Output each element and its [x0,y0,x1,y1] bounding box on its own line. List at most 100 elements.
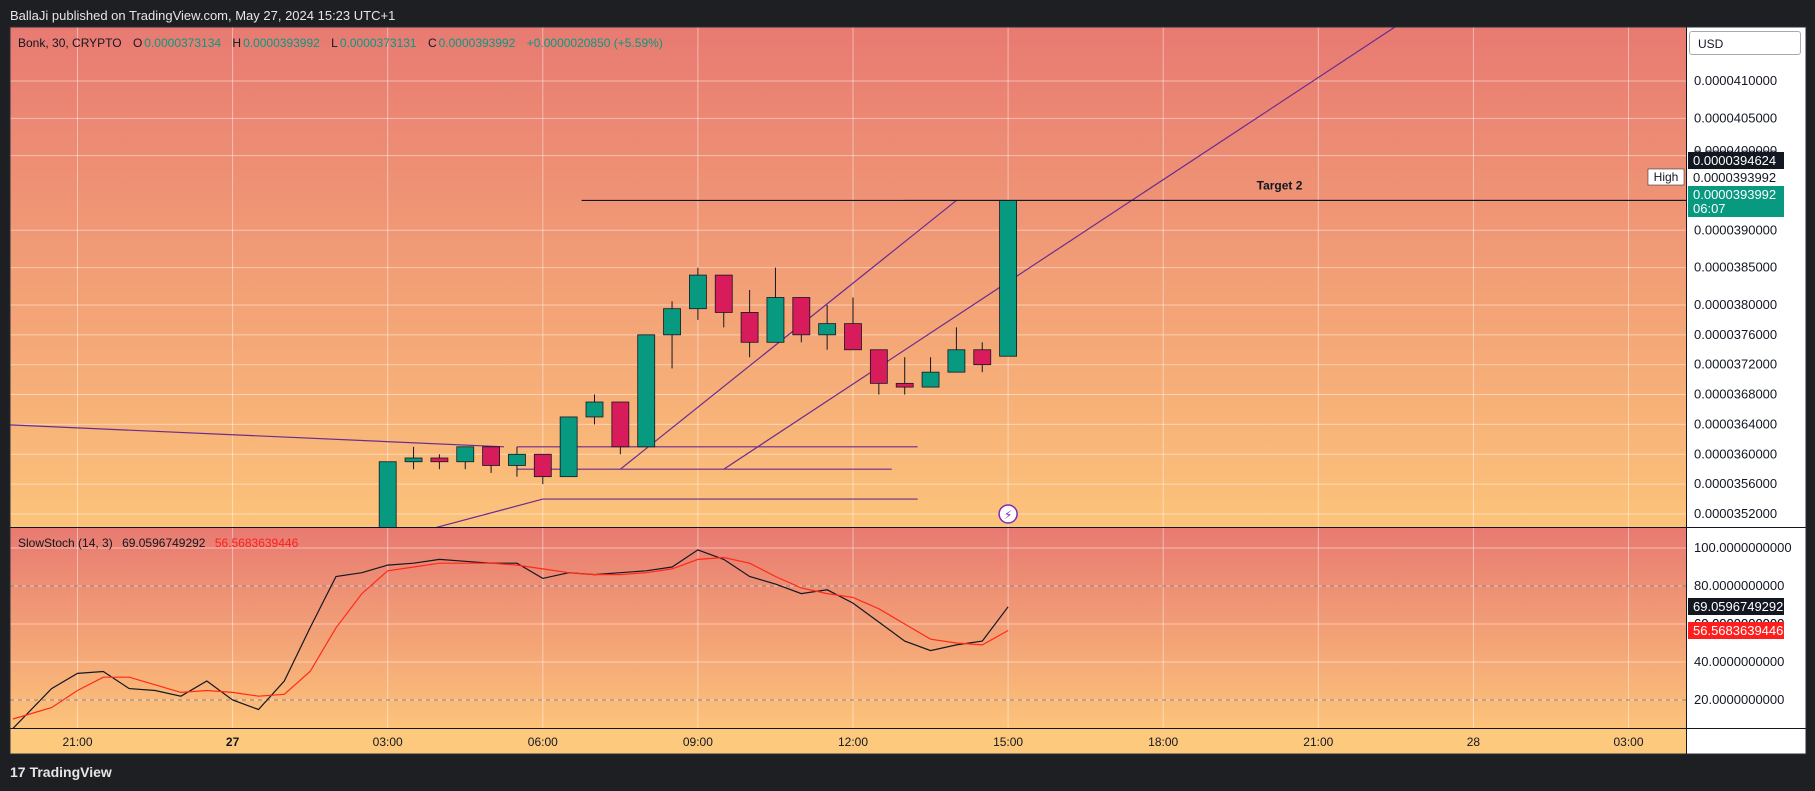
candle[interactable] [689,267,707,320]
candle-body [585,401,604,418]
publish-header: BallaJi published on TradingView.com, Ma… [10,8,396,23]
candle[interactable] [663,301,681,369]
candle[interactable] [818,304,837,350]
tradingview-brand: TradingView [29,764,112,780]
candle[interactable] [482,446,501,473]
high-price-tag-bg [1688,169,1784,186]
currency-selector[interactable]: USD [1689,31,1801,55]
candle[interactable] [585,394,604,425]
time-tick-label: 03:00 [373,735,403,749]
candle[interactable] [378,461,397,544]
candle-body [921,371,940,388]
candle-body [482,446,501,466]
stoch-k-value: 69.0596749292 [122,536,206,550]
stoch-tick-label: 100.0000000000 [1694,540,1792,555]
stoch-tick-label: 80.0000000000 [1694,578,1784,593]
candle-body [430,457,449,463]
target-label[interactable]: Target 2 [1257,178,1303,192]
candle[interactable] [766,267,785,343]
time-tick-label: 18:00 [1148,735,1178,749]
target-price-tag-bg [1688,152,1784,169]
candle-body [611,401,630,448]
high-label: H [232,36,242,50]
bar-countdown: 06:07 [1693,201,1726,216]
trendline-drawing[interactable] [0,424,505,448]
price-tick-label: 0.0000405000 [1694,110,1777,125]
stoch-tick-label: 20.0000000000 [1694,692,1784,707]
candle[interactable] [895,357,914,395]
high-tag-bg [1647,168,1685,186]
candle[interactable] [714,274,733,328]
candle-body [895,382,914,388]
stoch-legend[interactable]: SlowStoch (14, 3) 69.0596749292 56.56836… [18,536,298,550]
candle[interactable] [559,416,578,478]
stoch-d-line[interactable] [12,556,1009,720]
candle[interactable] [947,327,966,373]
candle-body [378,461,397,527]
chart-frame [9,26,1807,755]
stoch-tick-label: 40.0000000000 [1694,654,1784,669]
stoch-k-line[interactable] [12,549,1009,729]
time-tick-label: 09:00 [683,735,713,749]
price-tick-label: 0.0000352000 [1694,506,1777,521]
time-tick-label: 15:00 [993,735,1023,749]
time-tick-label: 28 [1467,735,1481,749]
candle-body [999,200,1017,357]
candle[interactable] [508,446,526,477]
price-tick-label: 0.0000364000 [1694,416,1777,431]
candle-body [818,323,837,336]
open-value: 0.0000373134 [144,36,222,50]
trendline-drawing[interactable] [723,0,1551,470]
last-price-tag: 0.0000393992 [1693,187,1776,202]
time-tick-label: 12:00 [838,735,868,749]
time-tick-label: 27 [226,735,240,749]
candle-body [766,297,785,343]
close-value: 0.0000393992 [438,36,516,50]
candle[interactable] [456,446,475,470]
symbol-name[interactable]: Bonk, 30, CRYPTO [18,36,122,50]
stoch-d-value: 56.5683639446 [214,536,299,550]
candle[interactable] [792,297,811,343]
candle[interactable] [637,334,656,448]
candle[interactable] [869,349,888,395]
candle-body [689,274,707,310]
change-value: +0.0000020850 (+5.59%) [526,36,663,50]
stoch-pane-background [10,528,1686,728]
lightning-icon: ⚡ [1004,508,1012,522]
trendline-drawing[interactable] [375,498,543,544]
candle[interactable] [533,453,552,485]
candle[interactable] [611,401,630,455]
stoch-d-tag: 56.5683639446 [1693,623,1783,638]
tradingview-logo[interactable]: 17 TradingView [10,764,112,780]
event-marker[interactable] [998,504,1018,524]
candle-body [740,312,759,343]
price-tick-label: 0.0000368000 [1694,387,1777,402]
candle[interactable] [973,342,992,373]
candle[interactable] [844,297,862,351]
candle-body [844,323,862,351]
stoch-title[interactable]: SlowStoch (14, 3) [18,536,113,550]
price-tick-label: 0.0000356000 [1694,476,1777,491]
high-tag-label: High [1654,170,1679,184]
candle[interactable] [740,290,759,358]
time-tick-label: 06:00 [528,735,558,749]
price-tick-label: 0.0000410000 [1694,73,1777,88]
candle[interactable] [430,454,449,470]
candle[interactable] [999,200,1017,357]
close-label: C [427,36,437,50]
candle[interactable] [921,357,940,388]
open-label: O [132,36,143,50]
candle-body [533,453,552,478]
candle-body [947,349,966,373]
trendline-drawing[interactable] [619,199,957,470]
candle-body [714,274,733,313]
symbol-legend[interactable]: Bonk, 30, CRYPTO O 0.0000373134 H 0.000039… [18,36,663,50]
candle-body [456,446,475,463]
last-price-tag-bg [1688,186,1784,217]
candle-body [637,334,656,448]
candle[interactable] [404,446,423,470]
time-axis-background [10,728,1686,754]
price-tick-label: 0.0000376000 [1694,327,1777,342]
target-price-tag: 0.0000394624 [1693,153,1776,168]
